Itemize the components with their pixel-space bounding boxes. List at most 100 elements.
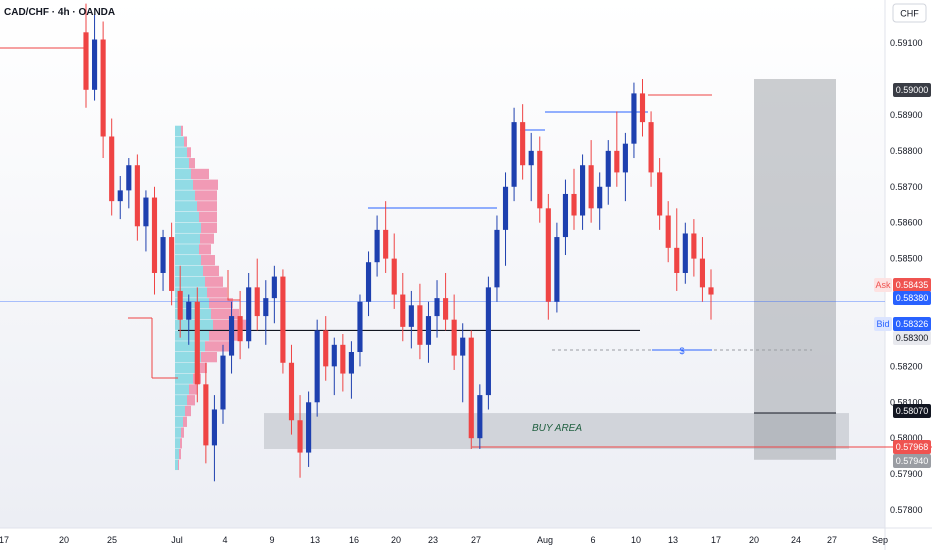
candle-body [545,208,551,302]
annotations-layer: BUY AREA $ [532,346,685,434]
candle-body [160,237,166,273]
price-tag-prefix-bg [874,278,892,292]
profile-bar-down [199,244,211,255]
candle-body [477,395,483,439]
profile-bar-up [175,276,205,287]
profile-bar-down [187,147,191,158]
target-dollar-marker: $ [679,346,684,356]
y-tick-label: 0.58200 [890,361,923,371]
profile-bar-down [189,384,197,395]
candle-body [614,150,620,173]
profile-bar-up [175,352,201,363]
candle-body [622,143,628,173]
candle-body [417,305,423,345]
x-tick-label: 4 [222,535,227,545]
y-tick-label: 0.58700 [890,182,923,192]
profile-bar-down [195,190,217,201]
profile-bar-up [175,384,189,395]
currency-button-label: CHF [900,9,919,19]
candle-body [357,301,363,352]
candle-body [177,290,183,320]
profile-bar-up [175,168,191,180]
candle-body [400,294,406,327]
profile-bar-up [175,147,187,158]
candle-body [211,409,217,446]
candle-body [468,337,474,439]
profile-bar-up [175,373,193,384]
x-tick-label: Sep [872,535,888,545]
profile-bar-down [199,211,217,223]
profile-bar-down [178,459,179,471]
price-tag-label: 0.58326 [896,319,929,329]
candles-layer [83,3,714,482]
price-tag-bg [893,440,931,454]
price-tag-label: 0.58435 [896,280,929,290]
candle-body [665,215,671,248]
profile-bar-down [201,352,217,363]
candle-body [331,344,337,367]
profile-bar-down [191,168,209,180]
candle-body [537,150,543,209]
candle-body [117,190,123,202]
profile-bar-down [211,308,239,320]
time-axis: 17 20 25 Jul 4 9 13 16 20 23 27 Aug 6 10 13 17 20 24 27 Sep [0,535,888,545]
profile-bar-down [201,255,215,266]
profile-bar-down [197,362,207,374]
candle-body [228,316,235,356]
price-tag-bg [893,454,931,468]
candle-body [383,229,389,259]
x-tick-label: 13 [668,535,678,545]
profile-bar-down [200,233,214,244]
profile-bar-down [187,395,195,406]
candle-body [451,319,457,356]
x-tick-label: 20 [749,535,759,545]
target-box [754,79,836,460]
profile-bar-up [175,427,181,438]
price-tags: 0.59000 Ask 0.58435 0.58380 Bid 0.58326 0.5830… [874,83,931,468]
candle-body [151,197,158,273]
x-tick-label: Aug [537,535,553,545]
buy-area-zone [264,413,849,449]
profile-bar-up [175,222,201,233]
x-tick-label: 9 [269,535,274,545]
x-tick-label: 20 [59,535,69,545]
profile-bar-up [175,233,200,244]
candle-body [100,39,106,137]
x-tick-label: 13 [310,535,320,545]
x-tick-label: 27 [827,535,837,545]
candle-body [682,233,688,273]
symbol-title: CAD/CHF · 4h · OANDA [4,7,115,18]
x-tick-label: 17 [0,535,9,545]
y-tick-label: 0.57800 [890,505,923,515]
y-tick-label: 0.57900 [890,469,923,479]
candle-body [220,355,226,410]
candle-body [571,193,577,216]
profile-bar-up [175,438,180,449]
candle-body [288,362,295,421]
price-tag-label: 0.57968 [896,442,929,452]
candle-body [314,330,320,403]
candle-body [186,301,192,320]
profile-bar-up [175,255,201,266]
candle-body [348,352,354,374]
y-tick-label: 0.58100 [890,397,923,407]
currency-button[interactable]: CHF [892,3,927,23]
profile-bar-down [205,276,223,287]
candle-body [134,165,140,227]
profile-bar-up [175,362,197,374]
y-tick-label: 0.58600 [890,218,923,228]
candle-body [237,316,243,342]
candle-body [83,32,89,90]
price-tag-label: 0.57940 [896,456,929,466]
profile-bar-down [180,438,182,449]
profile-bar-up [175,341,205,352]
buy-area-label: BUY AREA [532,423,582,434]
x-tick-label: 25 [107,535,117,545]
profile-bar-down [205,341,231,352]
candle-body [126,165,132,191]
candle-body [143,197,149,227]
profile-bar-up [175,308,211,320]
profile-bar-down [184,136,187,147]
y-tick-label: 0.58900 [890,110,923,120]
